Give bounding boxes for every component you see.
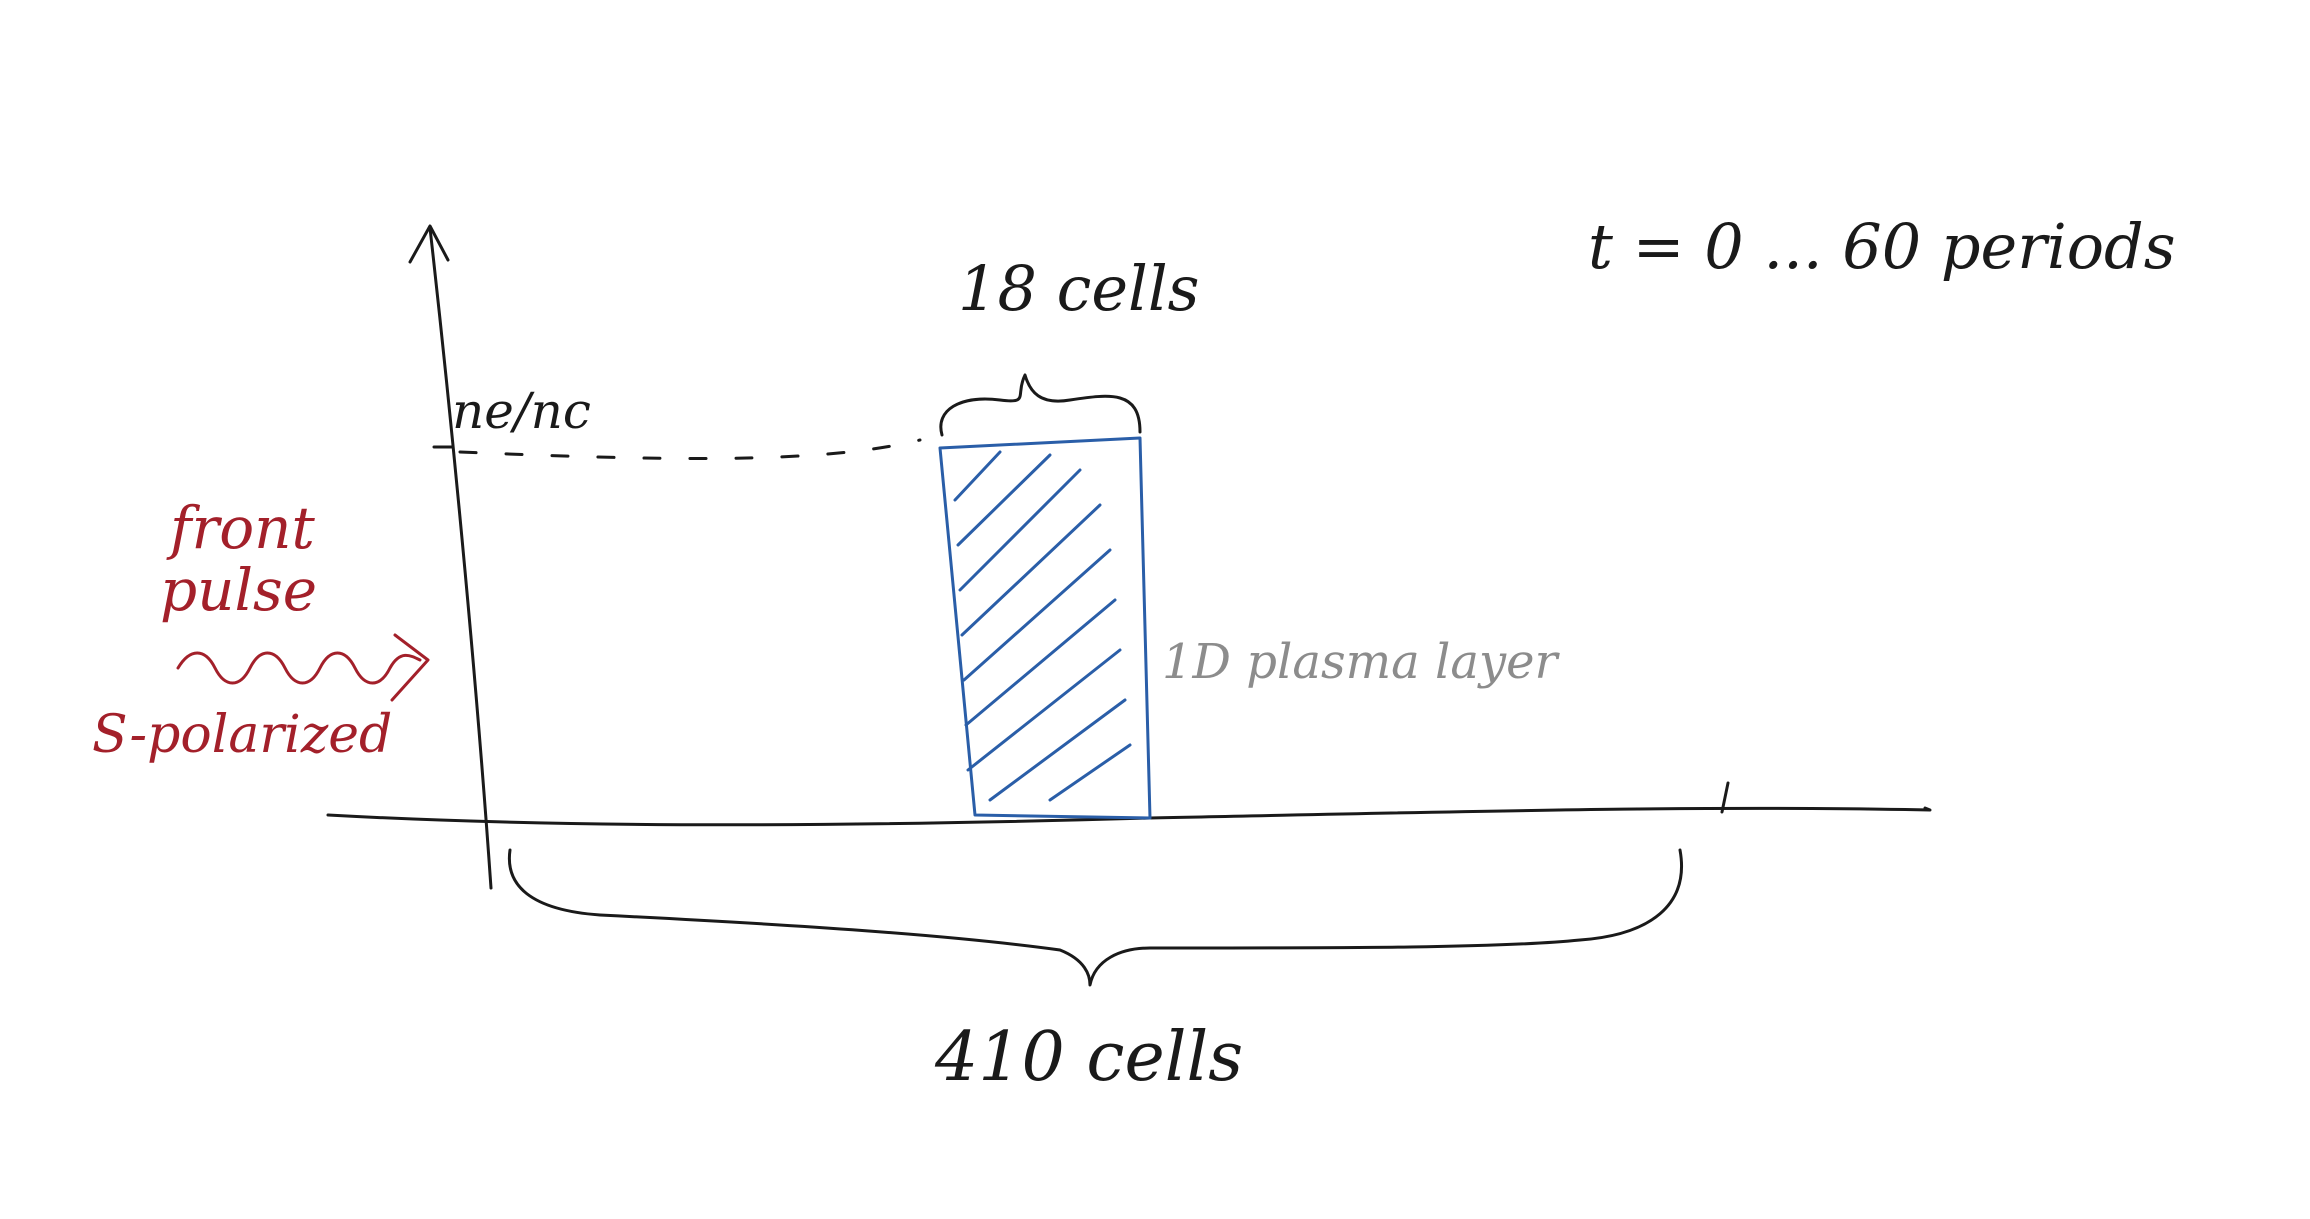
- plasma-layer-label: 1D plasma layer: [1162, 634, 1560, 690]
- domain-width-label: 410 cells: [934, 1018, 1243, 1097]
- density-level-dashed-line: [458, 438, 922, 461]
- polarization-label: S-polarized: [92, 705, 392, 765]
- pulse-wave-arrowhead: [390, 633, 430, 702]
- density-axis-arrowhead: [408, 224, 450, 264]
- plasma-layer-hatching: [953, 450, 1132, 802]
- pulse-wave-arrow: [176, 651, 422, 685]
- plasma-width-brace: [939, 373, 1142, 437]
- density-ratio-label: ne/nc: [452, 382, 591, 440]
- plasma-width-label: 18 cells: [958, 252, 1200, 325]
- domain-width-brace: [507, 848, 1683, 987]
- front-pulse-label-line2: pulse: [160, 556, 317, 624]
- density-axis: [428, 226, 493, 890]
- simulation-time-label: t = 0 ... 60 periods: [1588, 210, 2176, 283]
- axis-end-tick: [1720, 781, 1730, 814]
- front-pulse-label-line1: front: [166, 494, 315, 562]
- plasma-layer: [938, 436, 1152, 820]
